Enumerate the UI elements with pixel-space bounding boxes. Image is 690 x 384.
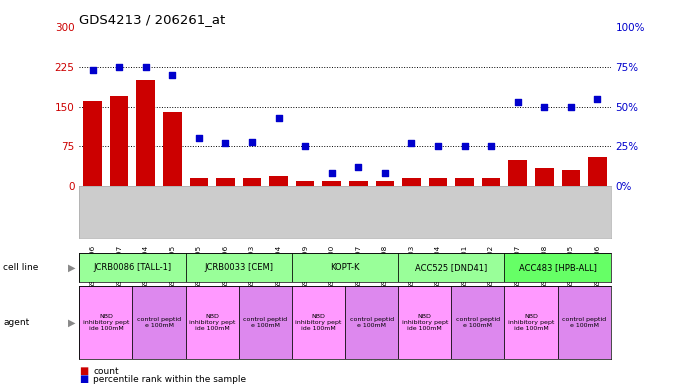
Bar (296, 181, 315, 186)
Text: control peptid
e 100mM: control peptid e 100mM (350, 317, 393, 328)
Bar (504, 253, 611, 282)
Point (539, 104, 550, 110)
Text: control peptid
e 100mM: control peptid e 100mM (244, 317, 287, 328)
Point (486, 143, 497, 149)
Point (140, 64, 151, 70)
Bar (79, 253, 186, 282)
Bar (451, 286, 504, 359)
Bar (509, 160, 527, 186)
Bar (186, 286, 239, 359)
Text: control peptid
e 100mM: control peptid e 100mM (137, 317, 181, 328)
Bar (216, 178, 235, 186)
Text: ▶: ▶ (68, 318, 76, 328)
Point (114, 64, 125, 70)
Bar (562, 170, 580, 186)
Point (246, 139, 257, 145)
Point (326, 170, 337, 177)
Bar (349, 181, 368, 186)
Bar (398, 253, 504, 282)
Bar (398, 286, 451, 359)
Point (380, 170, 391, 177)
Text: percentile rank within the sample: percentile rank within the sample (93, 375, 246, 384)
Text: control peptid
e 100mM: control peptid e 100mM (562, 317, 606, 328)
Bar (163, 112, 181, 186)
Bar (137, 80, 155, 186)
Point (299, 143, 310, 149)
Bar (455, 178, 474, 186)
Text: JCRB0086 [TALL-1]: JCRB0086 [TALL-1] (93, 263, 172, 272)
Bar (428, 178, 447, 186)
Bar (535, 168, 553, 186)
Text: NBD
inhibitory pept
ide 100mM: NBD inhibitory pept ide 100mM (83, 314, 129, 331)
Bar (322, 181, 341, 186)
Bar (110, 96, 128, 186)
Text: count: count (93, 367, 119, 376)
Bar (239, 286, 292, 359)
Text: GDS4213 / 206261_at: GDS4213 / 206261_at (79, 13, 226, 26)
Point (87, 67, 98, 73)
Point (167, 71, 178, 78)
Text: control peptid
e 100mM: control peptid e 100mM (456, 317, 500, 328)
Text: ACC483 [HPB-ALL]: ACC483 [HPB-ALL] (519, 263, 596, 272)
Text: agent: agent (3, 318, 30, 327)
Bar (375, 181, 394, 186)
Text: NBD
inhibitory pept
ide 100mM: NBD inhibitory pept ide 100mM (295, 314, 342, 331)
Bar (292, 253, 398, 282)
Bar (588, 157, 607, 186)
Text: ACC525 [DND41]: ACC525 [DND41] (415, 263, 487, 272)
Text: KOPT-K: KOPT-K (331, 263, 359, 272)
Point (565, 104, 576, 110)
Point (433, 143, 444, 149)
Point (353, 164, 364, 170)
Bar (79, 286, 132, 359)
Bar (558, 286, 611, 359)
Text: cell line: cell line (3, 263, 39, 272)
Text: NBD
inhibitory pept
ide 100mM: NBD inhibitory pept ide 100mM (508, 314, 554, 331)
Bar (402, 178, 421, 186)
Text: JCRB0033 [CEM]: JCRB0033 [CEM] (204, 263, 273, 272)
Point (512, 99, 523, 105)
Bar (132, 286, 186, 359)
Point (459, 143, 470, 149)
Text: ▶: ▶ (68, 263, 76, 273)
Text: NBD
inhibitory pept
ide 100mM: NBD inhibitory pept ide 100mM (189, 314, 235, 331)
Text: ■: ■ (79, 366, 88, 376)
Point (193, 136, 204, 142)
Bar (345, 286, 398, 359)
Point (592, 96, 603, 102)
Bar (83, 101, 102, 186)
Point (220, 140, 231, 146)
Text: ■: ■ (79, 374, 88, 384)
Bar (243, 178, 262, 186)
Bar (292, 286, 345, 359)
Bar (269, 175, 288, 186)
Bar (504, 286, 558, 359)
Point (406, 140, 417, 146)
Point (273, 115, 284, 121)
Bar (190, 178, 208, 186)
Text: NBD
inhibitory pept
ide 100mM: NBD inhibitory pept ide 100mM (402, 314, 448, 331)
Bar (482, 178, 500, 186)
Bar (186, 253, 292, 282)
